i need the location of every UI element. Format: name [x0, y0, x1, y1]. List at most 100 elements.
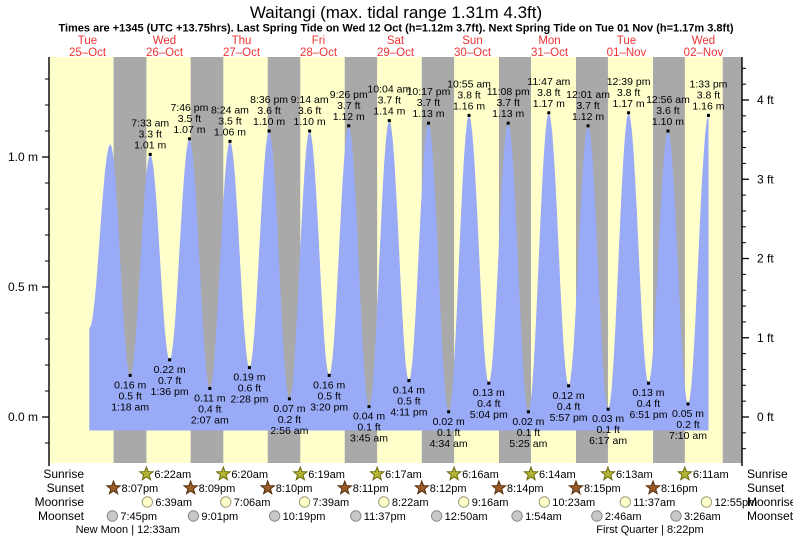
low-tide-meters: 0.03 m [592, 413, 624, 425]
tide-extreme-dot [666, 129, 670, 133]
low-tide-time: 2:07 am [191, 414, 229, 426]
day-date-label: 31–Oct [531, 47, 569, 59]
high-tide-meters: 1.07 m [173, 124, 205, 136]
low-tide-feet: 0.1 ft [517, 427, 540, 439]
sunrise-star-icon [446, 465, 463, 481]
sunrise-time: 6:16am [462, 469, 499, 481]
high-tide-feet: 3.7 ft [576, 100, 599, 112]
low-tide-feet: 0.4 ft [637, 398, 660, 410]
high-tide-meters: 1.17 m [613, 98, 645, 110]
sunrise-star-icon [292, 465, 309, 481]
low-tide-meters: 0.11 m [194, 392, 226, 404]
row-label-right-moonset: Moonset [747, 509, 793, 523]
low-tide-time: 4:34 am [430, 438, 468, 450]
day-name-label: Sun [462, 35, 482, 47]
moonset-time: 11:37pm [364, 511, 406, 523]
low-tide-feet: 0.2 ft [278, 414, 301, 426]
sunrise-time: 6:17am [385, 469, 422, 481]
moonrise-time: 9:16am [472, 497, 509, 509]
sunrise-time: 6:11am [693, 469, 729, 481]
moonset-circle-icon [187, 510, 200, 522]
high-tide-feet: 3.5 ft [218, 115, 241, 127]
tide-extreme-dot [187, 137, 191, 141]
day-labels: Tue25–OctWed26–OctThu27–OctFri28–OctSat2… [69, 35, 724, 59]
moonset-circle-icon [106, 510, 119, 522]
high-tide-meters: 1.13 m [412, 108, 444, 120]
moonset-circle-icon [511, 510, 523, 522]
high-tide-feet: 3.6 ft [656, 105, 679, 117]
moonrise-circle-icon [378, 496, 390, 508]
left-axis-tick-label: 0.0 m [8, 410, 38, 424]
tide-extreme-dot [267, 129, 271, 133]
tide-extreme-dot [247, 366, 251, 370]
low-tide-time: 7:10 am [669, 430, 707, 442]
moonset-time: 1:54am [525, 511, 562, 523]
sunset-time: 8:12pm [430, 483, 467, 495]
high-tide-meters: 1.10 m [294, 116, 326, 128]
moonrise-circle-icon [538, 496, 551, 508]
sunset-time: 8:09pm [199, 483, 236, 495]
moonrise-time: 10:23am [552, 497, 595, 509]
day-name-label: Sat [387, 35, 405, 47]
moonset-time: 9:01pm [201, 511, 238, 523]
tide-extreme-dot [367, 405, 371, 409]
tide-extreme-dot [308, 129, 312, 133]
tide-annotations: 0.16 m0.5 ft1:18 am7:33 am3.3 ft1.01 m0.… [111, 76, 727, 450]
high-tide-meters: 1.01 m [134, 139, 166, 151]
moonset-circle-icon [670, 510, 682, 522]
high-tide-time: 10:55 am [447, 78, 491, 90]
high-tide-time: 9:14 am [291, 94, 329, 106]
tide-extreme-dot [148, 152, 152, 156]
low-tide-feet: 0.7 ft [158, 375, 181, 387]
sunset-star-icon [105, 479, 122, 495]
high-tide-time: 10:04 am [367, 84, 411, 96]
day-date-label: 01–Nov [607, 47, 647, 59]
right-axis-tick-label: 2 ft [757, 252, 774, 266]
high-tide-feet: 3.8 ft [617, 87, 640, 99]
low-tide-feet: 0.1 ft [437, 427, 460, 439]
tide-extreme-dot [586, 124, 590, 128]
high-tide-time: 12:39 pm [607, 76, 651, 88]
high-tide-meters: 1.13 m [492, 108, 524, 120]
sun-moon-table: Sunrise Sunrise 6:22am 6:20am 6:19am 6:17am 6:… [35, 465, 793, 536]
low-tide-meters: 0.05 m [672, 408, 704, 420]
sunrise-time: 6:20am [231, 469, 268, 481]
low-tide-meters: 0.13 m [632, 387, 664, 399]
right-axis-tick-label: 1 ft [757, 331, 774, 345]
sunrise-time: 6:22am [154, 469, 191, 481]
tide-extreme-dot [447, 410, 451, 414]
tide-extreme-dot [487, 381, 491, 385]
moonrise-circle-icon [700, 496, 713, 508]
high-tide-time: 11:47 am [527, 76, 570, 88]
right-axis-tick-label: 3 ft [757, 172, 774, 186]
moonrise-time: 7:06am [234, 497, 271, 509]
sunrise-star-icon [676, 465, 693, 481]
high-tide-meters: 1.10 m [652, 116, 684, 128]
low-tide-time: 6:17 am [589, 435, 627, 447]
day-date-label: 28–Oct [300, 47, 338, 59]
page-title: Waitangi (max. tidal range 1.31m 4.3ft) [250, 3, 542, 22]
right-axis-tick-label: 0 ft [757, 410, 774, 424]
sunset-star-icon [490, 479, 507, 495]
day-name-label: Fri [312, 35, 325, 47]
moon-phase-label: New Moon | 12:33am [76, 524, 180, 536]
high-tide-meters: 1.12 m [572, 111, 604, 123]
low-tide-time: 5:04 pm [470, 409, 508, 421]
sunrise-star-icon [369, 465, 386, 481]
high-tide-meters: 1.17 m [533, 98, 565, 110]
tide-extreme-dot [646, 381, 650, 385]
sunset-star-icon [259, 479, 276, 495]
tide-extreme-dot [606, 407, 610, 411]
low-tide-meters: 0.16 m [114, 379, 146, 391]
low-tide-meters: 0.22 m [154, 364, 186, 376]
tide-extreme-dot [686, 402, 690, 406]
day-date-label: 26–Oct [146, 47, 184, 59]
high-tide-meters: 1.14 m [373, 106, 405, 118]
moonset-time: 3:26am [684, 511, 721, 523]
row-label-right-sunrise: Sunrise [747, 467, 788, 481]
night-band [722, 57, 742, 463]
low-tide-time: 3:20 pm [310, 401, 348, 413]
sunset-time: 8:16pm [661, 483, 698, 495]
